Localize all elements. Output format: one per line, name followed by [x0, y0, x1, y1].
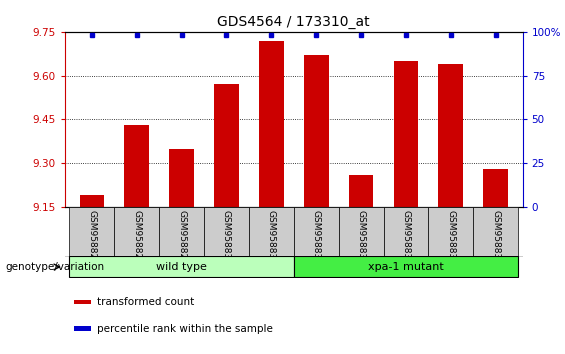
Bar — [114, 207, 159, 257]
Text: GSM958827: GSM958827 — [88, 210, 97, 264]
Bar — [214, 85, 239, 207]
Text: GSM958834: GSM958834 — [402, 210, 410, 264]
Title: GDS4564 / 173310_at: GDS4564 / 173310_at — [218, 16, 370, 29]
Bar — [170, 149, 194, 207]
Bar — [304, 55, 329, 207]
Bar — [259, 41, 284, 207]
Text: GSM958830: GSM958830 — [222, 210, 231, 264]
Bar — [438, 64, 463, 207]
Text: GSM958835: GSM958835 — [446, 210, 455, 264]
Text: transformed count: transformed count — [98, 297, 195, 307]
Text: percentile rank within the sample: percentile rank within the sample — [98, 324, 273, 333]
Bar — [394, 61, 418, 207]
Bar — [69, 207, 114, 257]
Bar — [384, 207, 428, 257]
Text: genotype/variation: genotype/variation — [6, 262, 105, 272]
Bar — [69, 256, 294, 278]
Bar — [124, 125, 149, 207]
Bar — [294, 207, 338, 257]
Bar — [249, 207, 294, 257]
Text: GSM958829: GSM958829 — [177, 210, 186, 264]
Text: GSM958828: GSM958828 — [132, 210, 141, 264]
Bar — [484, 169, 508, 207]
Text: xpa-1 mutant: xpa-1 mutant — [368, 262, 444, 272]
Bar — [294, 256, 518, 278]
Bar — [159, 207, 204, 257]
Text: GSM958836: GSM958836 — [491, 210, 500, 264]
Text: wild type: wild type — [156, 262, 207, 272]
Text: GSM958831: GSM958831 — [267, 210, 276, 264]
Bar — [349, 175, 373, 207]
Bar — [74, 326, 90, 331]
Bar — [80, 195, 104, 207]
Bar — [473, 207, 518, 257]
Text: GSM958833: GSM958833 — [357, 210, 366, 264]
Bar — [204, 207, 249, 257]
Bar — [74, 300, 90, 304]
Bar — [338, 207, 384, 257]
Text: GSM958832: GSM958832 — [312, 210, 321, 264]
Bar — [428, 207, 473, 257]
